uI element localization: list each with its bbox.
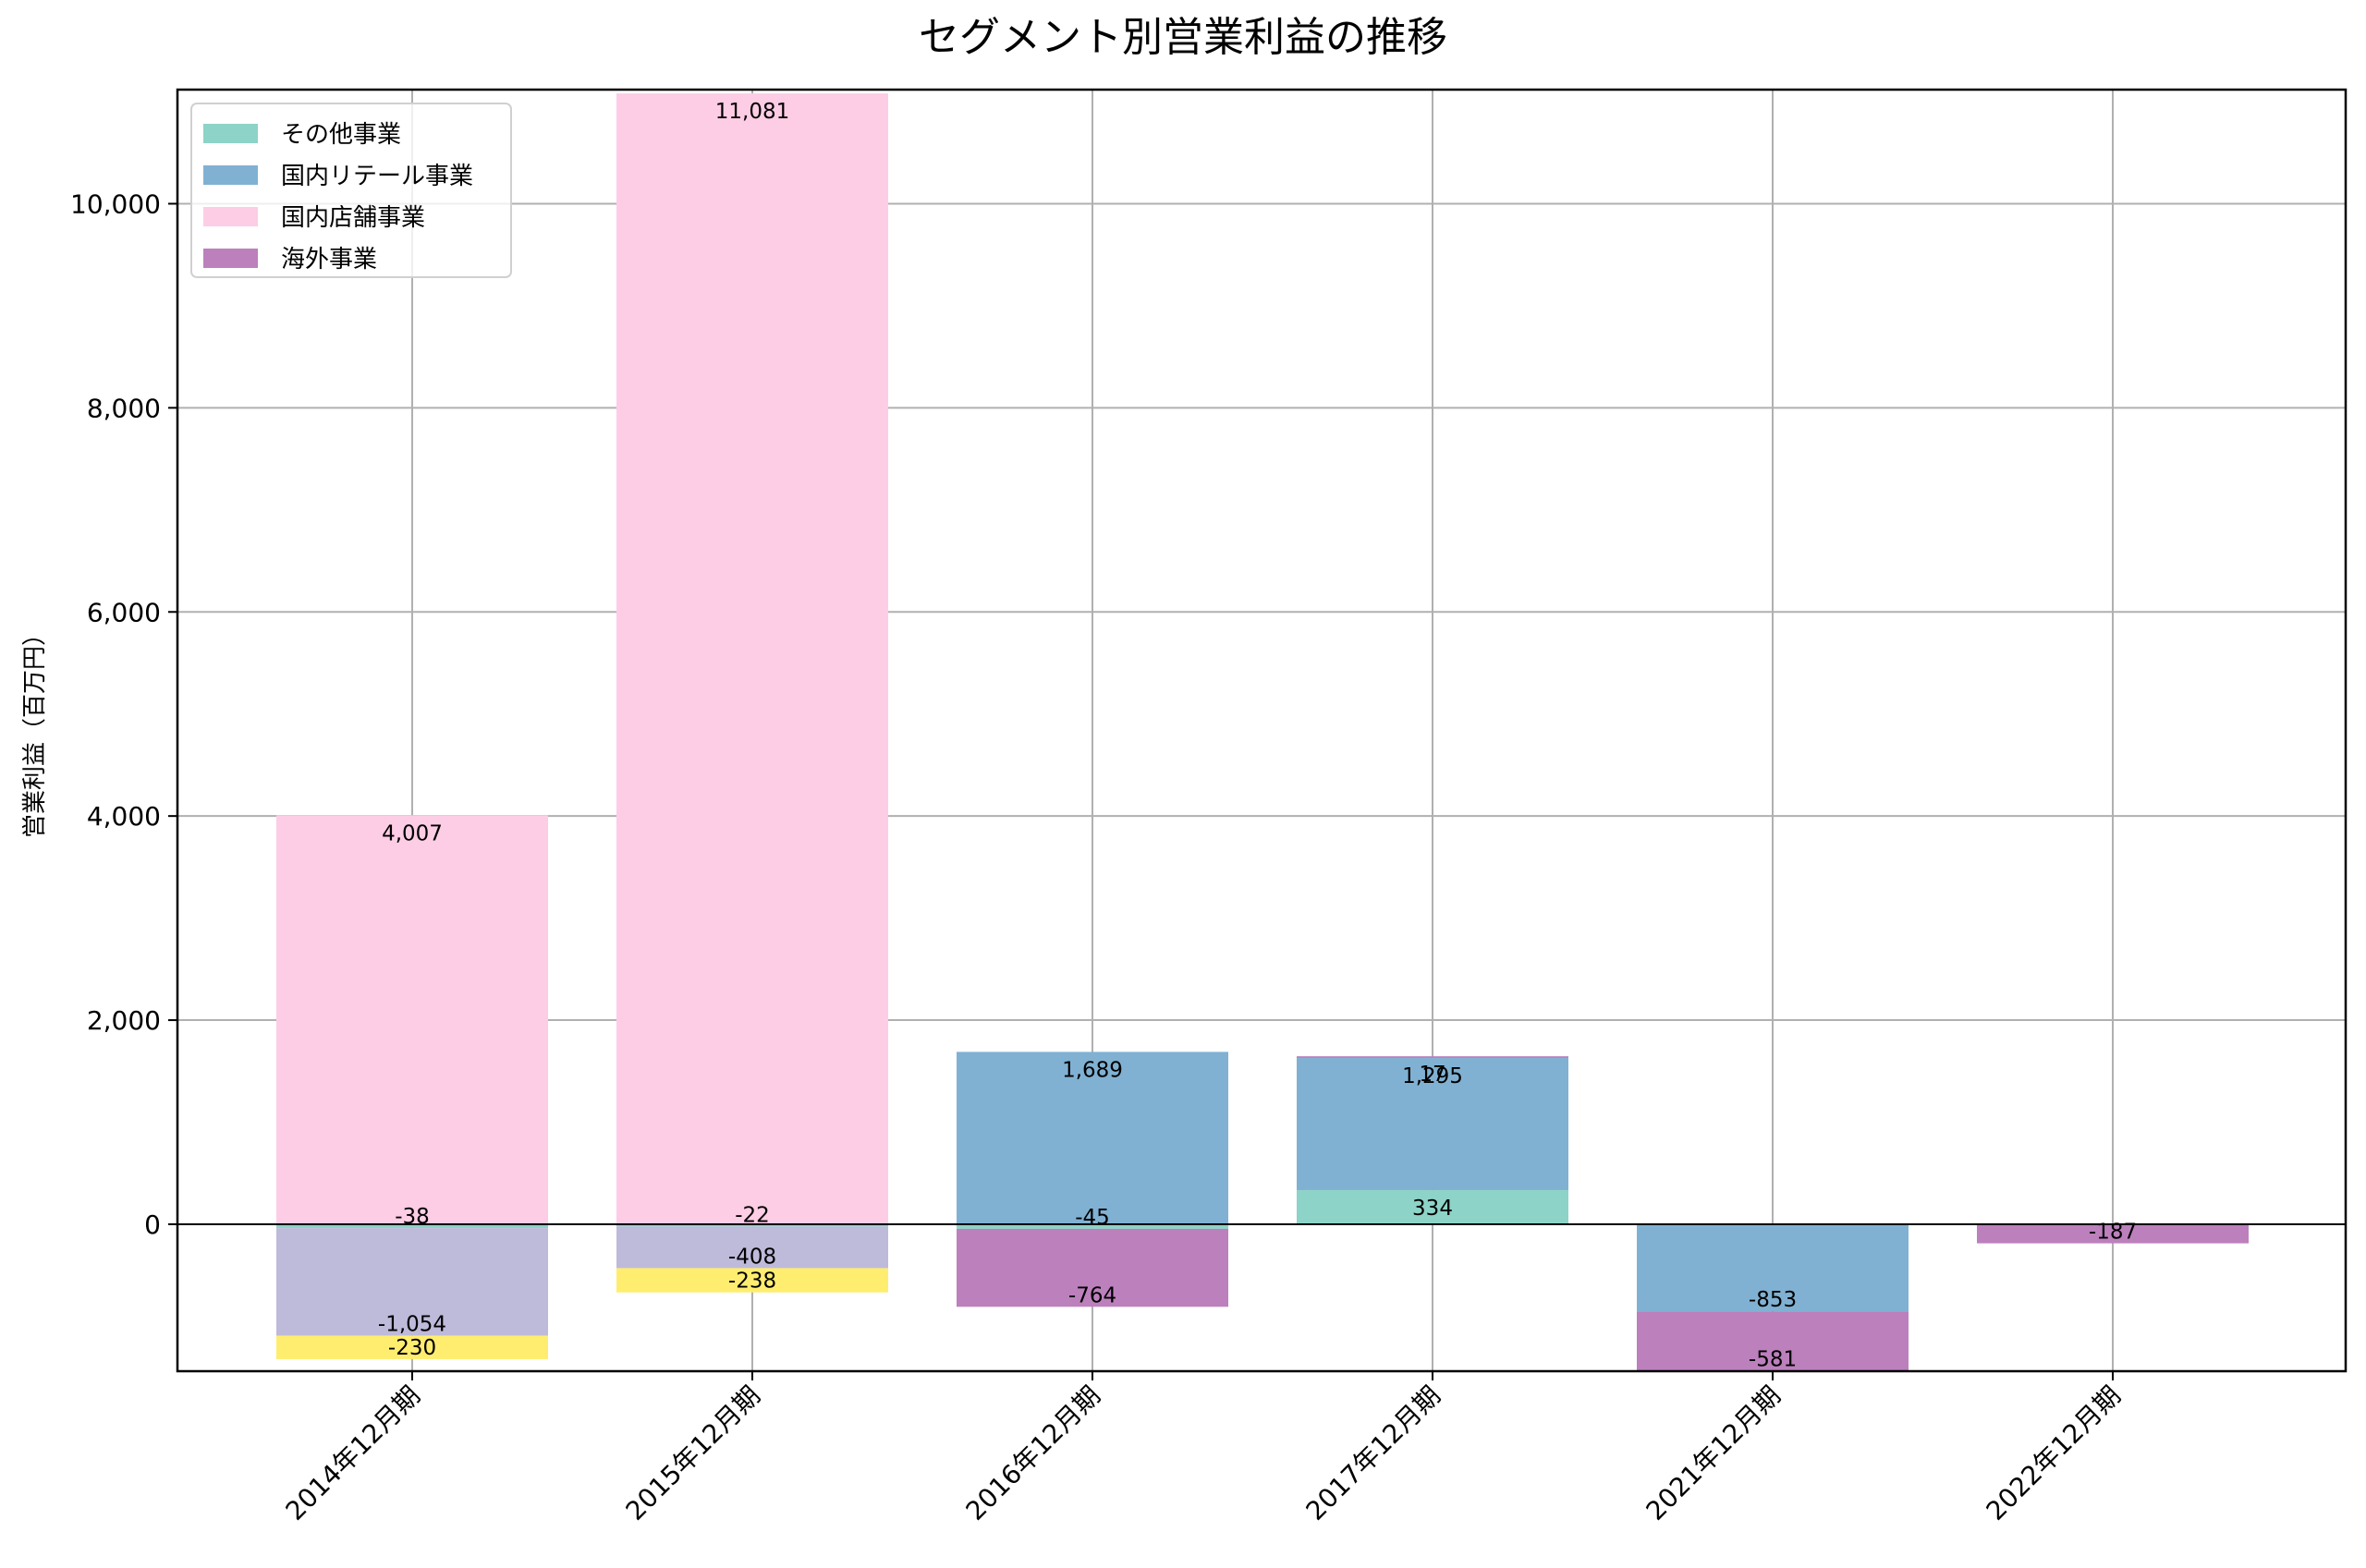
x-tick-label: 2022年12月期: [1981, 1380, 2127, 1526]
bars: [276, 93, 2249, 1371]
bar-segment: [616, 93, 888, 1224]
legend-label: 国内リテール事業: [281, 163, 473, 190]
bar-segment: [616, 1226, 888, 1269]
bar-value-label: 1,295: [1402, 1064, 1463, 1088]
bar-segment: [276, 1335, 548, 1359]
legend-label: 海外事業: [281, 246, 377, 273]
bar-value-label: -1,054: [378, 1313, 446, 1337]
bar-value-label: -408: [728, 1245, 776, 1269]
bar-value-label: -238: [728, 1270, 776, 1294]
legend-label: 国内店舗事業: [281, 204, 425, 232]
plot-frame: [176, 88, 2348, 1373]
legend-swatch: [203, 165, 258, 185]
bar-segment: [1297, 1056, 1568, 1059]
bar-segment: [957, 1223, 1228, 1229]
bar-value-label: 334: [1412, 1197, 1453, 1221]
bar-value-label: 1,689: [1062, 1058, 1123, 1082]
y-axis-ticks: 0 2,000 4,000 6,000 8,000 10,000: [70, 188, 177, 1240]
bar-segment: [1637, 1223, 1909, 1312]
bar-segment: [616, 1268, 888, 1293]
bar-value-label: -45: [1075, 1206, 1110, 1230]
bar-value-label: -22: [735, 1203, 770, 1227]
bar-value-label: -581: [1749, 1347, 1797, 1371]
bar-value-labels: -38 4,007 -1,054-230 -22 11,081 -408-238 -45 1,…: [378, 100, 2137, 1371]
bar-segment: [1977, 1223, 2249, 1244]
bar-segment: [957, 1051, 1228, 1224]
bar-segment: [276, 1223, 548, 1229]
bar-value-label: -853: [1749, 1288, 1797, 1312]
bar-segment: [616, 1223, 888, 1227]
legend-box: [190, 103, 512, 278]
bar-segment: [1297, 1190, 1568, 1224]
y-tick-label: 6,000: [87, 597, 161, 627]
bar-value-label: -230: [388, 1336, 436, 1360]
bar-segment: [276, 1228, 548, 1336]
x-tick-label: 2016年12月期: [960, 1380, 1106, 1526]
bar-value-label: -764: [1068, 1283, 1116, 1307]
chart-title: セグメント別営業利益の推移: [919, 14, 1447, 61]
y-tick-label: 0: [144, 1209, 161, 1240]
x-axis-ticks: 2014年12月期 2015年12月期 2016年12月期 2017年12月期 2021…: [280, 1371, 2127, 1526]
x-tick-label: 2014年12月期: [280, 1380, 426, 1526]
y-tick-label: 4,000: [87, 801, 161, 832]
x-tick-label: 2017年12月期: [1300, 1380, 1446, 1526]
legend-swatch: [203, 249, 258, 268]
bar-value-label: -187: [2089, 1221, 2137, 1245]
x-tick-label: 2015年12月期: [620, 1380, 766, 1526]
bar-segment: [1297, 1058, 1568, 1191]
bar-value-label: 11,081: [715, 100, 789, 124]
bar-value-label: 17: [1419, 1063, 1445, 1087]
y-tick-label: 8,000: [87, 393, 161, 423]
bar-value-label: 4,007: [382, 821, 443, 845]
bar-value-label: -38: [395, 1205, 430, 1229]
legend-swatch: [203, 124, 258, 143]
legend-swatch: [203, 207, 258, 226]
x-tick-label: 2021年12月期: [1640, 1380, 1787, 1526]
bar-segment: [1637, 1311, 1909, 1371]
bar-segment: [957, 1228, 1228, 1307]
y-tick-label: 2,000: [87, 1005, 161, 1036]
legend-label: その他事業: [281, 121, 401, 149]
y-axis-label: 営業利益（百万円）: [21, 622, 49, 838]
bar-segment: [276, 815, 548, 1224]
y-tick-label: 10,000: [70, 188, 161, 219]
